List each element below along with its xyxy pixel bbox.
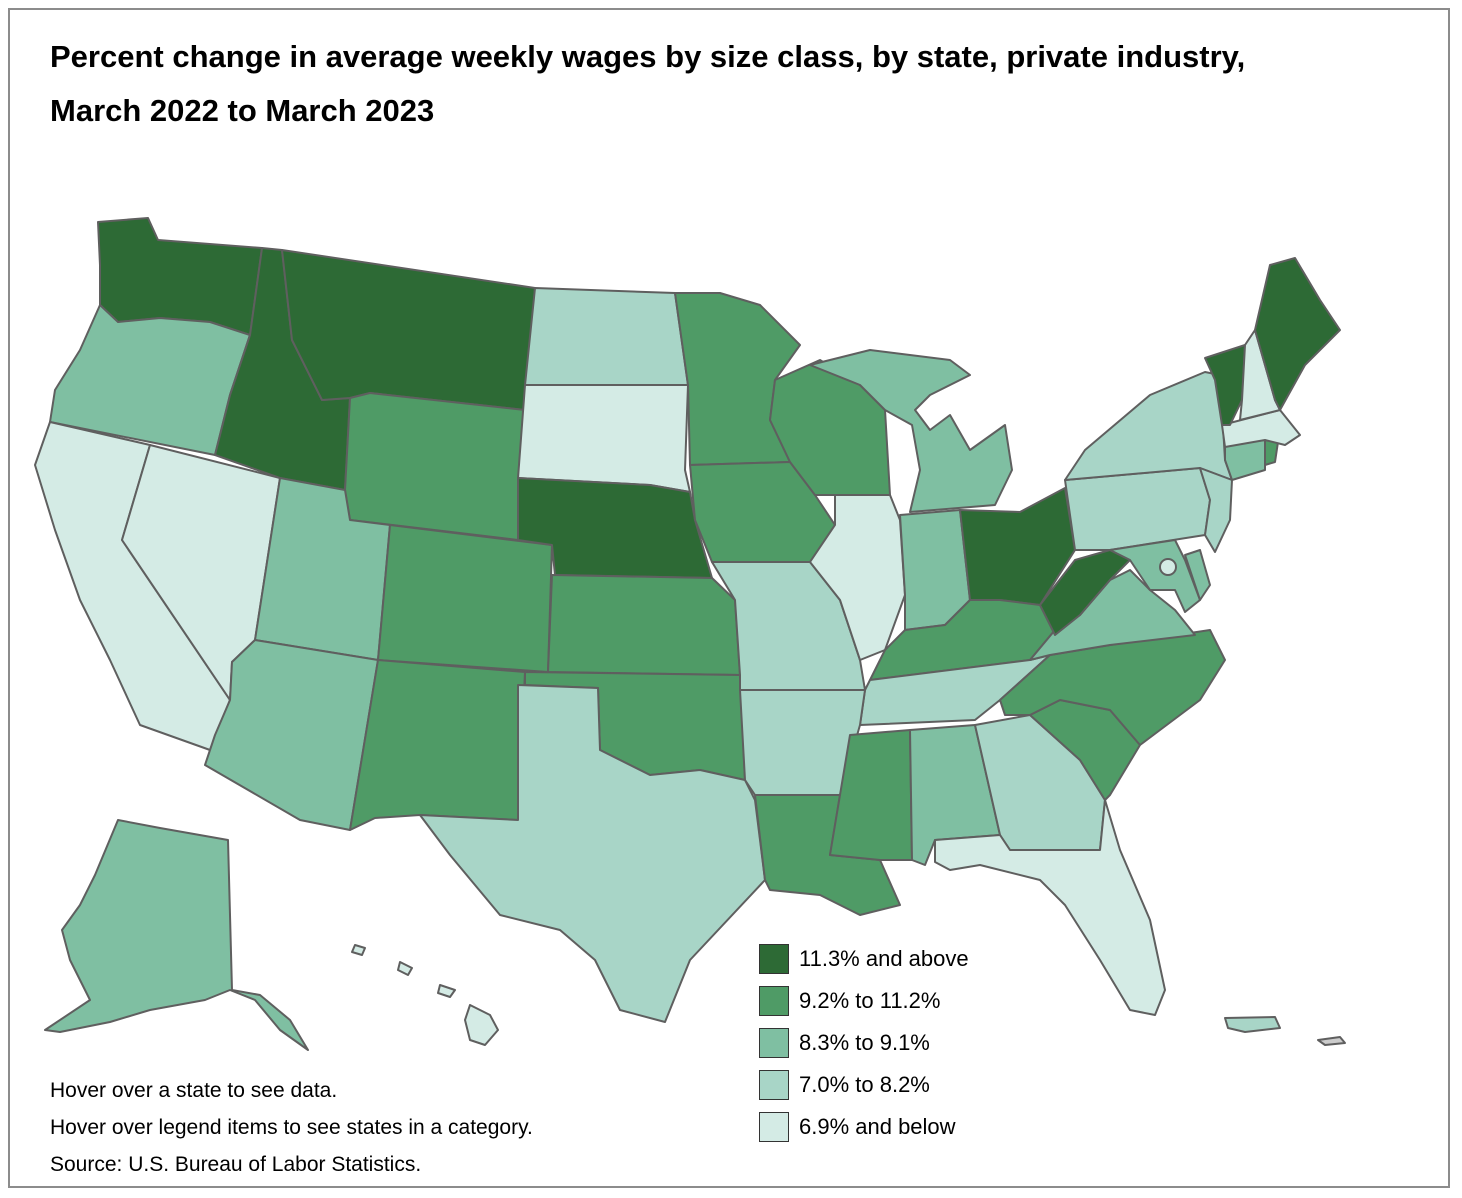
state-ak[interactable] xyxy=(44,819,309,1051)
chart-title: Percent change in average weekly wages b… xyxy=(50,30,1450,138)
legend-label: 9.2% to 11.2% xyxy=(799,988,941,1013)
state-wy[interactable] xyxy=(344,392,526,541)
state-dc[interactable] xyxy=(1159,558,1177,576)
state-wv[interactable] xyxy=(1039,549,1131,636)
state-pa[interactable] xyxy=(1064,467,1211,551)
state-co[interactable] xyxy=(377,524,553,673)
legend-swatch xyxy=(759,944,789,974)
state-me[interactable] xyxy=(1254,257,1341,411)
legend-item[interactable]: 8.3% to 9.1% xyxy=(759,1022,969,1064)
legend-label: 8.3% to 9.1% xyxy=(799,1030,930,1055)
title-line-2: March 2022 to March 2023 xyxy=(50,93,435,128)
state-nm[interactable] xyxy=(349,659,526,831)
legend-swatch xyxy=(759,1028,789,1058)
legend: 11.3% and above 9.2% to 11.2% 8.3% to 9.1%… xyxy=(759,938,969,1148)
state-mt[interactable] xyxy=(281,249,536,411)
legend-item[interactable]: 9.2% to 11.2% xyxy=(759,980,969,1022)
legend-label: 11.3% and above xyxy=(799,946,969,971)
note-hover-legend: Hover over legend items to see states in… xyxy=(50,1116,533,1139)
note-source: Source: U.S. Bureau of Labor Statistics. xyxy=(50,1153,422,1176)
state-az[interactable] xyxy=(204,639,379,831)
legend-swatch xyxy=(759,986,789,1016)
legend-item[interactable]: 11.3% and above xyxy=(759,938,969,980)
state-mi[interactable] xyxy=(809,349,1013,513)
legend-swatch xyxy=(759,1070,789,1100)
legend-label: 6.9% and below xyxy=(799,1114,956,1139)
state-de[interactable] xyxy=(1184,549,1211,601)
state-ks[interactable] xyxy=(547,574,741,676)
footnotes: Hover over a state to see data. Hover ov… xyxy=(50,1072,533,1183)
legend-item[interactable]: 6.9% and below xyxy=(759,1106,969,1148)
state-wa[interactable] xyxy=(97,217,263,336)
note-hover-state: Hover over a state to see data. xyxy=(50,1079,338,1102)
territory-pr[interactable] xyxy=(1224,1016,1281,1033)
state-hi[interactable] xyxy=(351,944,499,1046)
state-tx[interactable] xyxy=(419,684,766,1023)
state-il[interactable] xyxy=(809,494,906,661)
legend-swatch xyxy=(759,1112,789,1142)
state-sd[interactable] xyxy=(517,384,691,493)
legend-item[interactable]: 7.0% to 8.2% xyxy=(759,1064,969,1106)
chart-frame xyxy=(8,8,1450,1188)
title-line-1: Percent change in average weekly wages b… xyxy=(50,39,1246,74)
legend-label: 7.0% to 8.2% xyxy=(799,1072,930,1097)
state-md[interactable] xyxy=(1109,539,1201,613)
state-nd[interactable] xyxy=(524,287,689,386)
state-ny[interactable] xyxy=(1064,371,1233,481)
territory-vi[interactable] xyxy=(1317,1036,1346,1046)
state-fl[interactable] xyxy=(934,799,1166,1016)
